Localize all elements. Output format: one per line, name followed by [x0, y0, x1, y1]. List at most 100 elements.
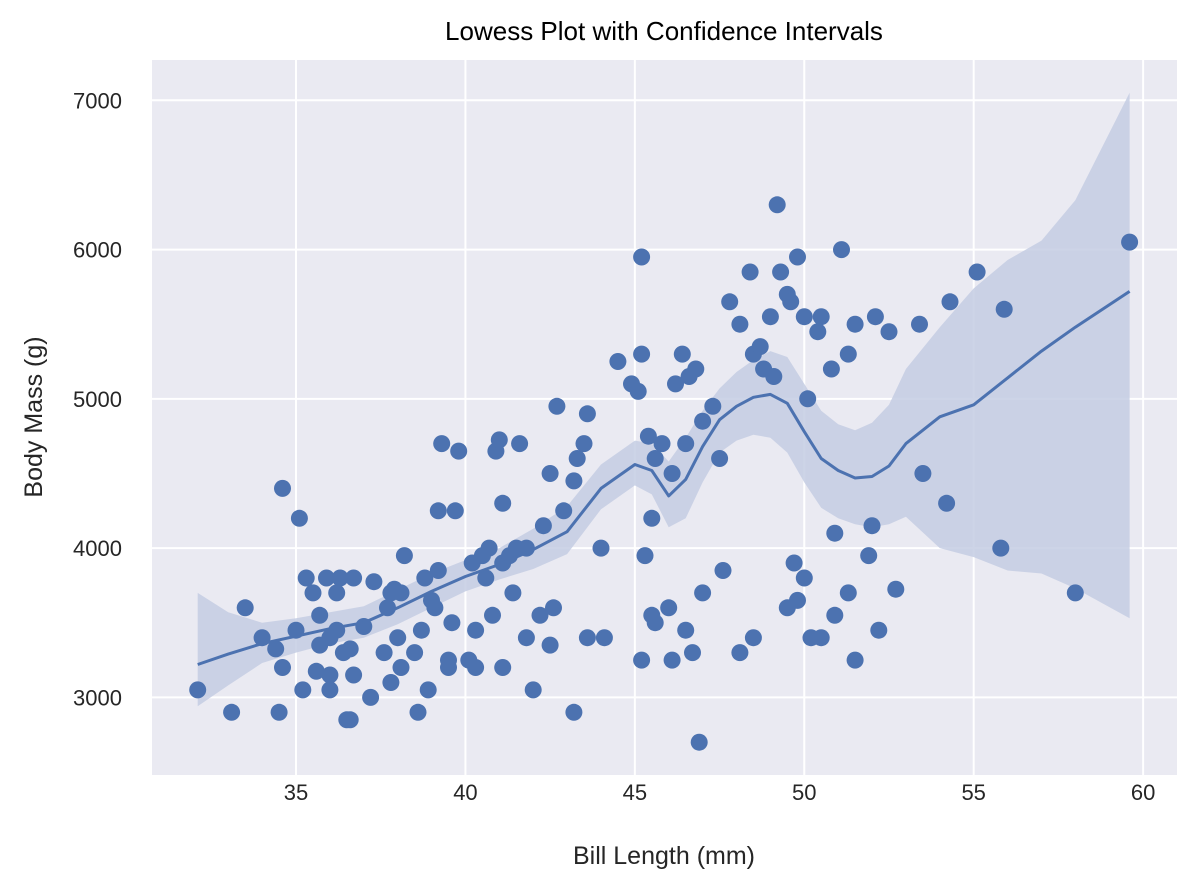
scatter-point [646, 450, 664, 467]
scatter-point [866, 308, 884, 326]
grid [152, 60, 1177, 775]
scatter-point [341, 711, 359, 729]
scatter-point [992, 539, 1010, 557]
scatter-point [477, 569, 495, 587]
scatter-point [321, 666, 339, 684]
x-tick-label: 35 [284, 780, 308, 805]
scatter-point [690, 733, 708, 751]
scatter-point [1066, 584, 1084, 602]
scatter-point [541, 636, 559, 654]
scatter-point [365, 573, 383, 591]
x-tick-label: 60 [1131, 780, 1155, 805]
scatter-point [636, 547, 654, 565]
scatter-point [785, 554, 803, 572]
scatter-point [789, 248, 806, 266]
scatter-point [938, 494, 956, 512]
scatter-point [809, 323, 827, 341]
scatter-point [846, 315, 864, 333]
scatter-point [290, 509, 308, 527]
scatter-point [494, 659, 512, 676]
scatter-point [548, 397, 566, 415]
scatter-point [744, 629, 762, 647]
scatter-point [304, 584, 322, 602]
scatter-point [795, 308, 813, 326]
scatter-point [490, 431, 508, 449]
scatter-point [565, 472, 583, 490]
scatter-point [524, 681, 542, 699]
scatter-point [274, 479, 291, 497]
scatter-point [328, 584, 346, 602]
scatter-point [795, 569, 813, 587]
scatter-point [578, 629, 596, 647]
scatter-point [555, 502, 573, 520]
scatter-point [409, 703, 427, 721]
scatter-point [270, 703, 288, 721]
scatter-point [389, 629, 407, 647]
scatter-point [833, 241, 850, 259]
scatter-point [473, 547, 491, 565]
scatter-point [968, 263, 986, 281]
scatter-point [911, 315, 928, 333]
scatter-point [433, 435, 451, 453]
scatter-point [704, 397, 722, 415]
y-tick-label: 5000 [73, 387, 122, 412]
scatter-point [995, 300, 1013, 318]
confidence-band-area [197, 92, 1130, 707]
scatter-point [694, 412, 712, 430]
scatter-point [687, 360, 705, 378]
scatter-point [714, 562, 732, 579]
scatter-point [446, 502, 464, 520]
scatter-point [189, 681, 207, 699]
scatter-point [663, 651, 681, 669]
scatter-point [860, 547, 878, 565]
scatter-point [633, 345, 651, 363]
scatter-point [863, 517, 881, 535]
scatter-point [467, 621, 485, 639]
scatter-point [880, 323, 898, 341]
scatter-point [318, 569, 335, 587]
x-axis-label: Bill Length (mm) [573, 842, 755, 870]
scatter-point [741, 263, 759, 281]
scatter-point [541, 465, 559, 482]
y-tick-label: 4000 [73, 536, 122, 561]
scatter-points [189, 196, 1139, 751]
y-tick-label: 7000 [73, 88, 122, 113]
x-tick-label: 45 [623, 780, 647, 805]
scatter-point [643, 606, 661, 624]
scatter-point [429, 502, 447, 520]
scatter-point [534, 517, 552, 535]
scatter-point [822, 360, 840, 378]
scatter-point [267, 640, 285, 658]
scatter-point [565, 703, 583, 721]
scatter-point [731, 315, 749, 333]
scatter-point [768, 196, 786, 214]
scatter-point [812, 308, 830, 326]
scatter-point [328, 621, 346, 639]
scatter-point [504, 584, 522, 602]
scatter-point [870, 621, 888, 639]
scatter-point [311, 606, 329, 624]
scatter-point [711, 450, 729, 467]
scatter-point [839, 584, 857, 602]
scatter-point [731, 644, 749, 662]
scatter-point [440, 659, 457, 676]
scatter-point [592, 539, 610, 557]
scatter-point [274, 659, 291, 676]
scatter-point [789, 591, 806, 609]
scatter-point [755, 360, 773, 378]
scatter-point [517, 629, 535, 647]
scatter-point [494, 494, 512, 512]
scatter-point [660, 599, 678, 617]
scatter-point [575, 435, 593, 453]
scatter-point [429, 562, 447, 579]
scatter-point [826, 524, 844, 542]
scatter-point [772, 263, 790, 281]
scatter-point [663, 465, 681, 482]
scatter-point [375, 644, 393, 662]
scatter-point [751, 338, 769, 356]
scatter-point [236, 599, 254, 617]
scatter-point [839, 345, 857, 363]
scatter-point [643, 509, 661, 527]
y-tick-label: 6000 [73, 238, 122, 263]
